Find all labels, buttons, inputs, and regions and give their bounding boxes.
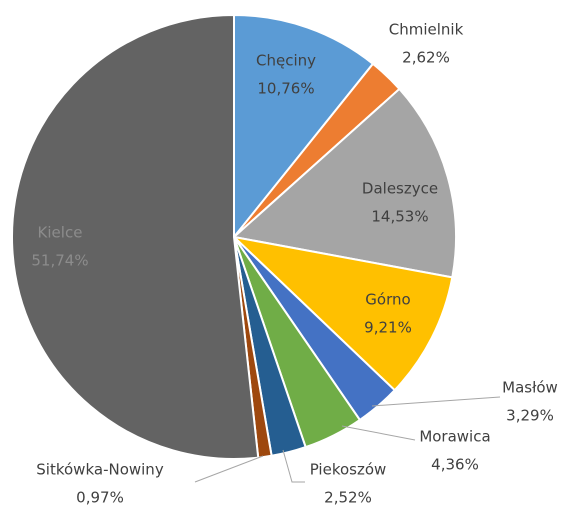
slice-value: 10,76% — [257, 80, 314, 98]
slice-value: 9,21% — [364, 319, 412, 337]
leader-line — [371, 396, 501, 407]
leader-line — [282, 449, 305, 483]
slice-value: 0,97% — [76, 489, 124, 507]
slice-label: Sitkówka-Nowiny — [36, 461, 164, 479]
leader-line — [341, 425, 416, 441]
slice-label: Daleszyce — [362, 180, 438, 198]
slice-value: 3,29% — [506, 407, 554, 425]
slice-label: Piekoszów — [310, 461, 387, 479]
pie-slice — [230, 235, 454, 392]
pie-slice — [11, 13, 260, 460]
slice-value: 14,53% — [371, 208, 428, 226]
pie-slice — [233, 13, 375, 240]
slice-label: Masłów — [502, 379, 558, 397]
leader-line — [194, 455, 264, 483]
slice-value: 2,62% — [402, 49, 450, 67]
pie-slice — [231, 87, 457, 279]
slice-label: Chęciny — [256, 52, 316, 70]
slice-value: 51,74% — [31, 252, 88, 270]
slice-label: Morawica — [419, 428, 490, 446]
slice-value: 2,52% — [324, 489, 372, 507]
slice-label: Chmielnik — [389, 21, 464, 39]
slice-label: Górno — [365, 291, 410, 309]
slice-label: Kielce — [38, 224, 83, 242]
slice-value: 4,36% — [431, 456, 479, 474]
